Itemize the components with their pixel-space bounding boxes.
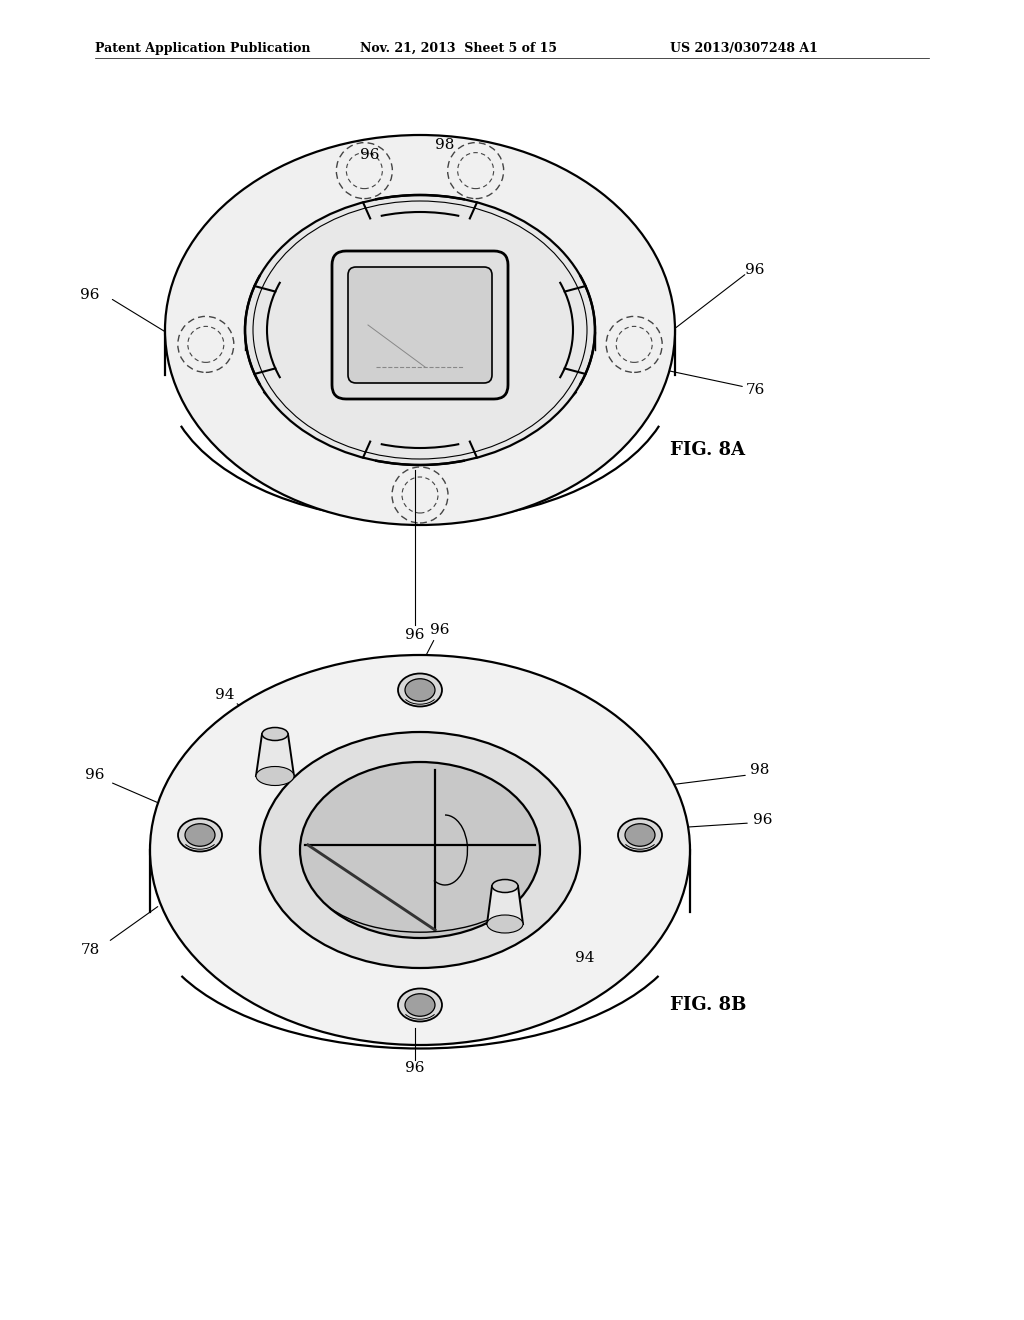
Text: 96: 96 <box>745 263 765 277</box>
Ellipse shape <box>406 994 435 1016</box>
Ellipse shape <box>300 762 540 939</box>
Polygon shape <box>487 886 523 924</box>
Text: US 2013/0307248 A1: US 2013/0307248 A1 <box>670 42 818 55</box>
Text: Patent Application Publication: Patent Application Publication <box>95 42 310 55</box>
Ellipse shape <box>165 135 675 525</box>
Text: 96: 96 <box>406 628 425 642</box>
Ellipse shape <box>256 767 294 785</box>
Text: 98: 98 <box>435 139 455 152</box>
Polygon shape <box>256 734 294 776</box>
Text: 96: 96 <box>80 288 99 302</box>
Ellipse shape <box>625 824 655 846</box>
FancyBboxPatch shape <box>348 267 492 383</box>
Text: 96: 96 <box>406 1061 425 1074</box>
Ellipse shape <box>185 824 215 846</box>
Ellipse shape <box>487 915 523 933</box>
Text: 78: 78 <box>80 942 99 957</box>
Ellipse shape <box>260 733 580 968</box>
Ellipse shape <box>398 673 442 706</box>
Ellipse shape <box>618 818 662 851</box>
Text: 96: 96 <box>754 813 773 828</box>
Text: 98: 98 <box>751 763 770 777</box>
Ellipse shape <box>492 879 518 892</box>
Ellipse shape <box>262 727 288 741</box>
Text: FIG. 8A: FIG. 8A <box>670 441 745 459</box>
FancyBboxPatch shape <box>332 251 508 399</box>
Ellipse shape <box>406 678 435 701</box>
Text: 96: 96 <box>360 148 380 162</box>
Text: 96: 96 <box>85 768 104 781</box>
Ellipse shape <box>245 195 595 465</box>
Ellipse shape <box>178 818 222 851</box>
Text: 96: 96 <box>430 623 450 638</box>
Ellipse shape <box>150 655 690 1045</box>
Ellipse shape <box>398 989 442 1022</box>
Text: Nov. 21, 2013  Sheet 5 of 15: Nov. 21, 2013 Sheet 5 of 15 <box>360 42 557 55</box>
Text: 94: 94 <box>575 950 595 965</box>
Text: FIG. 8B: FIG. 8B <box>670 997 746 1014</box>
Text: 76: 76 <box>745 383 765 397</box>
Text: 94: 94 <box>215 688 234 702</box>
